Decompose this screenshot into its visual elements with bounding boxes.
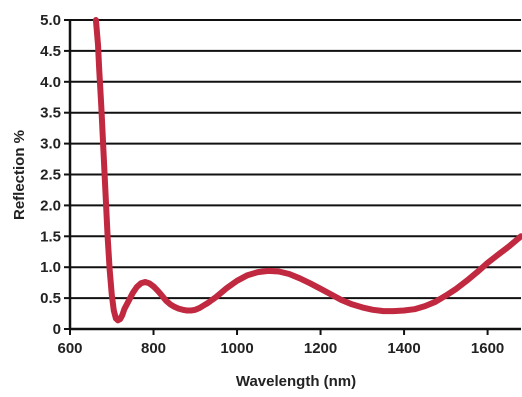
tick-label-layer: 0 0.5 1.0 1.5 2.0 2.5 3.0 3.5 4.0 4.5 5.0 600 800 100… <box>40 12 504 357</box>
x-tick-label-0: 600 <box>57 340 82 357</box>
x-tick-label-3: 1200 <box>304 340 337 357</box>
series-line-0 <box>92 17 522 324</box>
series-layer <box>92 17 522 324</box>
y-tick-label-2: 1.0 <box>40 259 61 276</box>
y-tick-label-3: 1.5 <box>40 228 61 245</box>
grid-layer <box>70 19 521 300</box>
y-tick-label-9: 4.5 <box>40 43 61 60</box>
y-tick-label-0: 0 <box>53 321 61 338</box>
y-tick-label-8: 4.0 <box>40 74 61 91</box>
y-axis-title: Reflection % <box>11 130 28 220</box>
y-tick-label-1: 0.5 <box>40 290 61 307</box>
y-tick-label-6: 3.0 <box>40 136 61 153</box>
x-tick-label-4: 1400 <box>387 340 420 357</box>
x-axis-title: Wavelength (nm) <box>236 373 356 390</box>
y-tick-label-7: 3.5 <box>40 105 61 122</box>
y-tick-label-10: 5.0 <box>40 12 61 29</box>
axis-layer <box>64 19 521 335</box>
x-tick-label-2: 1000 <box>220 340 253 357</box>
y-tick-label-4: 2.0 <box>40 197 61 214</box>
x-tick-label-5: 1600 <box>471 340 504 357</box>
y-tick-label-5: 2.5 <box>40 167 61 184</box>
x-tick-label-1: 800 <box>141 340 166 357</box>
